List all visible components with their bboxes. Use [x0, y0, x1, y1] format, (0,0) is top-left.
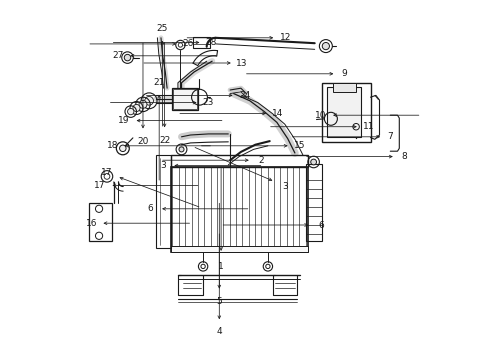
- Bar: [332, 83, 355, 92]
- Text: 23: 23: [203, 98, 214, 107]
- Bar: [321, 83, 370, 142]
- Text: 12: 12: [279, 33, 290, 42]
- Bar: [172, 88, 197, 110]
- Circle shape: [144, 96, 153, 105]
- Text: 4: 4: [216, 328, 222, 336]
- Bar: [156, 155, 171, 248]
- Text: 8: 8: [401, 152, 407, 161]
- Text: 19: 19: [118, 116, 129, 125]
- Text: 21: 21: [153, 77, 164, 86]
- Text: 14: 14: [272, 109, 283, 118]
- Text: 15: 15: [293, 141, 305, 150]
- Text: 6: 6: [147, 204, 152, 213]
- Text: 27: 27: [112, 51, 123, 60]
- Text: 13: 13: [236, 58, 247, 68]
- Circle shape: [124, 54, 130, 61]
- Text: 5: 5: [216, 297, 222, 306]
- Text: 22: 22: [159, 136, 170, 145]
- Bar: [326, 87, 361, 137]
- Circle shape: [133, 104, 140, 112]
- Circle shape: [310, 159, 316, 165]
- Bar: [173, 89, 196, 109]
- Circle shape: [127, 108, 134, 115]
- Circle shape: [120, 145, 126, 152]
- Text: 6: 6: [318, 220, 324, 230]
- Text: 9: 9: [341, 69, 347, 78]
- Text: 26: 26: [182, 40, 193, 49]
- Text: 18: 18: [106, 141, 118, 150]
- Text: 17: 17: [94, 181, 105, 190]
- Bar: [193, 37, 209, 48]
- Bar: [170, 167, 307, 252]
- Text: 24: 24: [238, 91, 250, 100]
- Text: 28: 28: [205, 38, 217, 47]
- Text: 25: 25: [157, 23, 168, 32]
- Bar: [89, 203, 112, 241]
- Bar: [306, 164, 321, 241]
- Circle shape: [139, 100, 146, 108]
- Bar: [170, 246, 307, 252]
- Text: 17: 17: [101, 168, 113, 177]
- Text: 11: 11: [362, 122, 374, 131]
- Text: 3: 3: [282, 181, 287, 191]
- Text: 3: 3: [160, 161, 165, 170]
- Bar: [170, 155, 307, 167]
- Text: 16: 16: [85, 219, 97, 228]
- Text: 2: 2: [257, 156, 263, 165]
- Text: 20: 20: [137, 136, 148, 145]
- Text: 1: 1: [218, 262, 224, 271]
- Text: 7: 7: [386, 132, 392, 141]
- Text: 10: 10: [314, 111, 326, 120]
- Circle shape: [322, 42, 329, 50]
- Circle shape: [179, 147, 183, 152]
